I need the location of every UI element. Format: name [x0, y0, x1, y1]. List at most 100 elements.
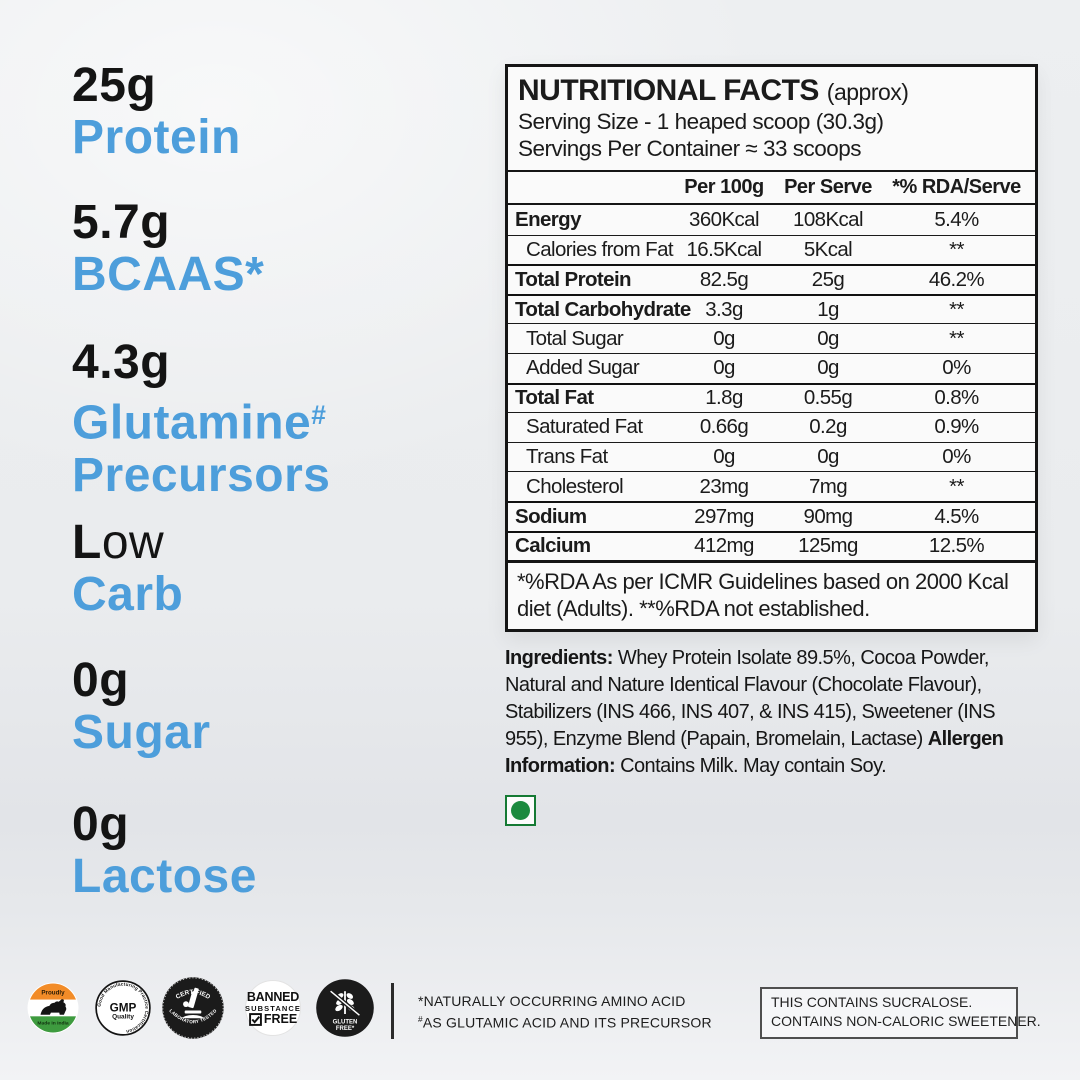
stat-label: Glutamine#: [72, 396, 327, 450]
servings-per-container: Servings Per Container ≈ 33 scoops: [518, 136, 862, 161]
nutrition-table-row: Calories from Fat 16.5Kcal 5Kcal **: [508, 234, 1035, 265]
sucralose-line-2: CONTAINS NON-CALORIC SWEETENER.: [771, 1013, 1041, 1029]
per-100g-value: 1.8g: [705, 386, 743, 410]
nutrient-label: Total Protein: [515, 267, 632, 291]
per-100g-value: 0g: [713, 356, 735, 380]
footnote-line-2: #AS GLUTAMIC ACID AND ITS PRECURSOR: [418, 1014, 712, 1031]
per-serve-value: 25g: [811, 267, 845, 291]
nutrient-label: Cholesterol: [526, 474, 624, 498]
column-per-serve: Per Serve: [784, 176, 872, 198]
nutrient-label: Total Carbohydrate: [515, 297, 691, 321]
made-in-india-badge-icon: Proudly Made in India: [27, 982, 79, 1034]
nutrition-table-row: Total Protein 82.5g 25g 46.2%: [508, 264, 1035, 294]
vegetarian-mark-icon: [505, 795, 536, 826]
svg-text:GMP: GMP: [110, 1001, 137, 1014]
rda-footnote: *%RDA As per ICMR Guidelines based on 20…: [508, 560, 1035, 629]
per-serve-value: 7mg: [808, 474, 848, 498]
stat-label-line2: Precursors: [72, 448, 331, 502]
stat-label: Carb: [72, 568, 184, 621]
nutrient-label: Trans Fat: [526, 445, 608, 469]
svg-text:Quality: Quality: [112, 1014, 134, 1021]
rda-percent-value: 5.4%: [934, 207, 979, 231]
nutrition-table-row: Total Fat 1.8g 0.55g 0.8%: [508, 382, 1035, 413]
footnote-line-1: *NATURALLY OCCURRING AMINO ACID: [418, 993, 686, 1009]
lab-tested-badge-icon: CERTIFIED LABORATORY TESTED: [161, 976, 225, 1040]
banned-substance-free-badge-icon: BANNED SUBSTANCE FREE: [245, 980, 301, 1036]
stat-bcaas: 5.7g BCAAS*: [72, 197, 264, 301]
allergen-label: Allergen Information:: [505, 728, 1004, 777]
per-100g-value: 82.5g: [699, 267, 749, 291]
per-100g-value: 0g: [713, 326, 735, 350]
nutrition-table-row: Saturated Fat 0.66g 0.2g 0.9%: [508, 412, 1035, 442]
column-rda-per-serve: *% RDA/Serve: [892, 176, 1021, 198]
nutrient-label: Added Sugar: [526, 356, 640, 380]
panel-title: NUTRITIONAL FACTS (approx): [518, 74, 909, 107]
per-serve-value: 125mg: [798, 534, 858, 558]
per-serve-value: 108Kcal: [793, 207, 863, 231]
nutrient-label: Total Sugar: [526, 326, 624, 350]
stat-sugar: 0g Sugar: [72, 655, 211, 759]
ingredients-text: Whey Protein Isolate 89.5%, Cocoa Powder…: [505, 647, 996, 750]
stat-label: Sugar: [72, 706, 211, 759]
per-100g-value: 360Kcal: [689, 207, 759, 231]
stat-value: 25g: [72, 59, 157, 112]
stat-value: 4.3g: [72, 336, 171, 389]
per-serve-value: 0g: [817, 326, 839, 350]
nutrition-table-row: Added Sugar 0g 0g 0%: [508, 352, 1035, 383]
rda-percent-value: **: [949, 474, 964, 498]
per-100g-value: 16.5Kcal: [686, 237, 763, 261]
nutrition-facts-panel: NUTRITIONAL FACTS (approx) Serving Size …: [505, 64, 1038, 633]
table-column-headers: Per 100g Per Serve *% RDA/Serve: [508, 170, 1035, 205]
per-serve-value: 0.55g: [803, 386, 853, 410]
gluten-free-badge-icon: GLUTEN FREE*: [315, 978, 375, 1038]
stat-low-carb: Low Carb: [72, 517, 183, 621]
nutrition-table-row: Energy 360Kcal 108Kcal 5.4%: [508, 205, 1035, 235]
per-100g-value: 0g: [713, 445, 735, 469]
nutrition-rows: Energy 360Kcal 108Kcal 5.4% Calories fro…: [508, 205, 1035, 560]
per-serve-value: 1g: [817, 297, 839, 321]
nutrition-table-row: Sodium 297mg 90mg 4.5%: [508, 500, 1035, 531]
svg-text:GLUTEN: GLUTEN: [333, 1020, 358, 1026]
nutrient-label: Saturated Fat: [526, 415, 643, 439]
stat-value: Low: [72, 516, 165, 569]
nutrient-label: Calories from Fat: [526, 237, 674, 261]
ingredients-label: Ingredients:: [505, 647, 613, 669]
vertical-divider: [391, 983, 394, 1039]
sucralose-line-1: THIS CONTAINS SUCRALOSE.: [771, 994, 973, 1010]
per-100g-value: 23mg: [699, 474, 749, 498]
stat-label: Lactose: [72, 850, 257, 903]
nutrient-label: Energy: [515, 207, 582, 231]
rda-percent-value: 4.5%: [934, 504, 979, 528]
stat-label: BCAAS*: [72, 248, 265, 301]
stat-value: 5.7g: [72, 196, 171, 249]
lion-silhouette: [40, 999, 67, 1015]
stat-label: Protein: [72, 111, 241, 164]
veg-dot: [511, 801, 530, 820]
svg-text:Proudly: Proudly: [41, 989, 65, 996]
rda-percent-value: 0%: [942, 356, 971, 380]
stat-lactose: 0g Lactose: [72, 799, 257, 903]
nutrition-table-row: Total Carbohydrate 3.3g 1g **: [508, 293, 1035, 324]
rda-percent-value: 0.8%: [934, 386, 979, 410]
stat-protein: 25g Protein: [72, 60, 241, 164]
nutrient-label: Calcium: [515, 534, 591, 558]
nutrient-label: Total Fat: [515, 386, 594, 410]
per-100g-value: 412mg: [694, 534, 754, 558]
ingredients-paragraph: Ingredients: Whey Protein Isolate 89.5%,…: [505, 645, 1042, 780]
per-100g-value: 0.66g: [699, 415, 749, 439]
checkbox-icon: [248, 1012, 262, 1026]
microscope-glyph: [182, 987, 204, 1019]
amino-acid-footnotes: *NATURALLY OCCURRING AMINO ACID #AS GLUT…: [418, 992, 712, 1031]
stat-value: 0g: [72, 798, 130, 851]
sucralose-disclaimer-box: THIS CONTAINS SUCRALOSE. CONTAINS NON-CA…: [760, 987, 1041, 1039]
nutrition-table-row: Cholesterol 23mg 7mg **: [508, 471, 1035, 501]
per-serve-value: 0g: [817, 445, 839, 469]
gmp-quality-badge-icon: Good Manufacturing Practice Certificatio…: [95, 980, 151, 1036]
column-per-100g: Per 100g: [684, 176, 764, 198]
allergen-text: Contains Milk. May contain Soy.: [615, 755, 887, 777]
svg-text:Made in India: Made in India: [37, 1021, 68, 1027]
svg-text:FREE*: FREE*: [336, 1026, 355, 1032]
stat-value: 0g: [72, 654, 130, 707]
per-100g-value: 297mg: [694, 504, 754, 528]
